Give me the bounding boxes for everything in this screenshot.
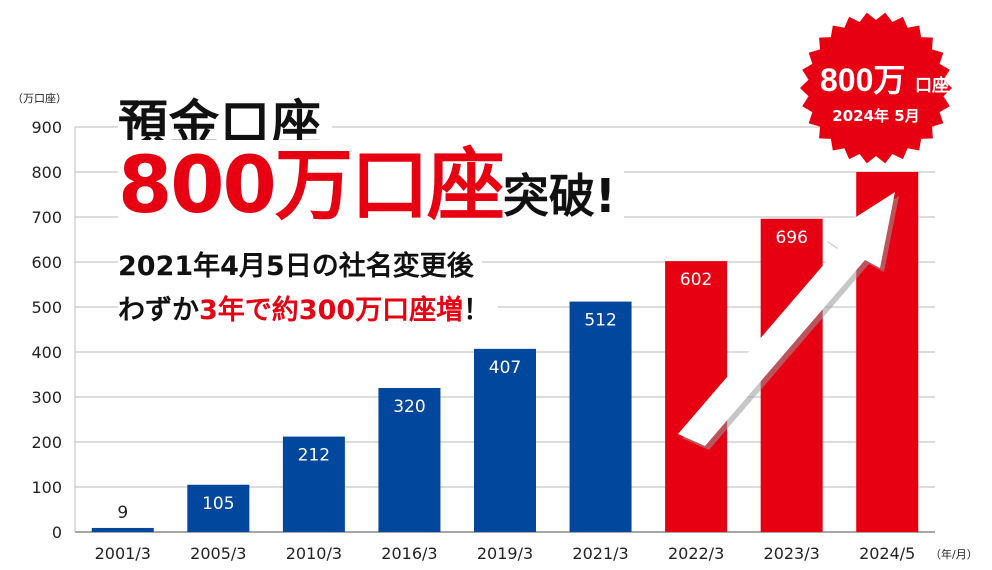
y-tick-label: 700	[31, 208, 62, 227]
bar	[569, 301, 632, 532]
milestone-badge: 800万 口座 2024年 5月	[800, 12, 952, 164]
y-tick-label: 200	[31, 433, 62, 452]
growth-arrow-icon	[678, 192, 899, 450]
x-axis-unit: （年/月）	[930, 547, 978, 561]
headline-main-number: 800万口座	[118, 141, 505, 231]
badge-starburst	[800, 12, 952, 164]
y-axis-unit: （万口座）	[12, 91, 67, 105]
headline-sub2: わずか3年で約300万口座増！	[118, 288, 499, 327]
x-tick-label: 2024/5	[859, 544, 915, 563]
data-label: 212	[298, 446, 330, 466]
bar	[378, 388, 441, 532]
bar	[282, 436, 345, 532]
bar	[187, 484, 250, 532]
data-label: 407	[489, 358, 521, 378]
data-label: 512	[584, 311, 616, 331]
x-tick-label: 2022/3	[668, 544, 724, 563]
y-tick-label: 300	[31, 388, 62, 407]
y-tick-label: 600	[31, 253, 62, 272]
badge-unit: 口座	[915, 75, 949, 96]
badge-number: 800万	[820, 62, 905, 98]
headline-sub2-red: 3年で約300万口座増	[199, 295, 464, 326]
y-tick-label: 500	[31, 298, 62, 317]
data-label: 320	[393, 397, 425, 417]
x-tick-label: 2016/3	[381, 544, 437, 563]
y-tick-label: 0	[52, 523, 62, 542]
y-tick-label: 800	[31, 163, 62, 182]
data-label: 105	[202, 494, 234, 514]
x-tick-label: 2021/3	[572, 544, 628, 563]
headline-sub2-pre: わずか	[118, 295, 199, 326]
headline-sub2-post: ！	[463, 295, 491, 326]
data-label: 696	[775, 228, 807, 248]
headline-sub: 2021年4月5日の社名変更後	[118, 244, 482, 283]
badge-date: 2024年 5月	[832, 107, 919, 125]
bar	[474, 348, 536, 532]
x-tick-label: 2019/3	[477, 544, 533, 563]
headline-main-suffix: 突破!	[502, 169, 616, 223]
x-tick-label: 2010/3	[286, 544, 342, 563]
bar	[91, 527, 154, 532]
x-tick-label: 2023/3	[764, 544, 820, 563]
y-tick-label: 100	[31, 478, 62, 497]
headline-main: 800万口座突破!	[118, 140, 624, 242]
data-label: 602	[680, 270, 712, 290]
data-label: 9	[117, 503, 128, 523]
y-tick-label: 400	[31, 343, 62, 362]
y-tick-label: 900	[31, 118, 62, 137]
x-tick-label: 2005/3	[190, 544, 246, 563]
x-tick-label: 2001/3	[95, 544, 151, 563]
